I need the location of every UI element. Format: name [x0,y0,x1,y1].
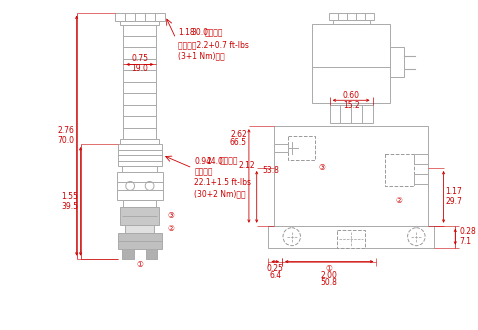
Bar [122,248,134,259]
Text: 70.0: 70.0 [58,136,75,145]
Text: (3+1 Nm)最大: (3+1 Nm)最大 [178,51,225,60]
Text: ②: ② [395,196,402,205]
Bar [414,154,428,164]
Text: 15.2: 15.2 [343,101,359,110]
Text: 0.28: 0.28 [459,227,476,236]
Bar [117,172,163,200]
Bar [120,207,159,225]
Text: 2.62: 2.62 [230,130,247,139]
Text: 0.75: 0.75 [131,54,148,63]
Text: 24.0: 24.0 [206,156,223,166]
Text: 安装扭矩2.2+0.7 ft-lbs: 安装扭矩2.2+0.7 ft-lbs [178,40,249,49]
Text: 7.1: 7.1 [459,237,471,246]
Text: ①: ① [326,264,333,273]
Bar [329,13,373,19]
Text: 安装扭矩: 安装扭矩 [195,167,213,177]
Text: (30+2 Nm)最大: (30+2 Nm)最大 [195,189,246,198]
Text: 1.18: 1.18 [178,28,195,37]
Text: 对边宽度: 对边宽度 [220,156,238,166]
Text: 2.12: 2.12 [238,160,255,170]
Bar [118,144,162,166]
Bar [268,226,434,248]
Text: 2.00: 2.00 [321,271,337,280]
Bar [146,248,157,259]
Bar [123,25,156,139]
Bar [123,200,156,207]
Text: 0.94: 0.94 [195,156,211,166]
Text: 1.17: 1.17 [445,187,462,196]
Text: 2.76: 2.76 [58,126,75,135]
Bar [414,174,428,184]
Bar [115,13,165,20]
Text: 29.7: 29.7 [445,197,462,206]
Text: 30.0: 30.0 [192,28,208,37]
Text: 对边宽度: 对边宽度 [205,28,224,37]
Text: 39.5: 39.5 [62,202,78,211]
Text: ①: ① [136,260,143,269]
Bar [337,230,365,248]
Text: 0.25: 0.25 [267,264,283,273]
Text: 22.1+1.5 ft-lbs: 22.1+1.5 ft-lbs [195,179,251,187]
Text: 6.4: 6.4 [269,271,281,280]
Bar [120,139,159,144]
Text: ③: ③ [167,211,174,220]
Bar [390,48,404,77]
Bar [312,24,390,103]
Text: 66.5: 66.5 [230,138,247,147]
Text: 1.55: 1.55 [62,192,78,201]
Bar [274,126,428,226]
Text: 0.60: 0.60 [343,91,359,100]
Bar [120,20,159,25]
Text: ③: ③ [318,163,325,173]
Bar [125,225,154,233]
Text: 19.0: 19.0 [131,64,148,73]
Text: 53.8: 53.8 [262,166,280,176]
Text: 50.8: 50.8 [321,278,337,287]
Text: ②: ② [167,224,174,233]
Bar [122,166,157,172]
Bar [385,154,414,186]
Bar [288,136,315,160]
Bar [330,105,372,123]
Bar [333,19,369,24]
Bar [274,144,288,152]
Bar [118,233,162,248]
